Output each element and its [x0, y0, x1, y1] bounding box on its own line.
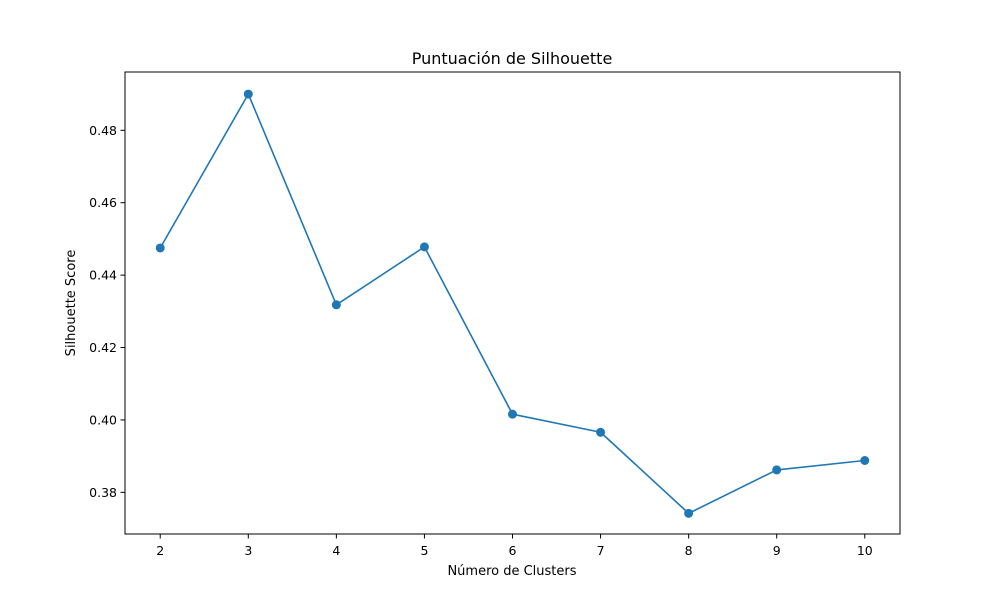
data-point: [596, 427, 606, 437]
x-tick-label: 8: [685, 543, 693, 558]
data-point: [508, 409, 517, 419]
y-tick-label: 0.48: [89, 123, 117, 138]
data-point: [331, 300, 341, 310]
y-tick-label: 0.38: [89, 485, 117, 500]
data-point: [155, 243, 165, 253]
x-tick-label: 9: [773, 543, 781, 558]
y-tick-label: 0.44: [89, 268, 117, 283]
x-tick-label: 5: [420, 543, 428, 558]
data-point: [772, 465, 782, 475]
chart-title: Puntuación de Silhouette: [412, 49, 613, 68]
x-tick-label: 7: [597, 543, 605, 558]
y-tick-label: 0.42: [89, 340, 117, 355]
data-point: [684, 508, 694, 518]
data-point: [860, 456, 870, 465]
x-tick-label: 6: [509, 543, 517, 558]
data-points: [155, 89, 870, 518]
data-point: [243, 89, 253, 99]
x-tick-label: 4: [332, 543, 340, 558]
x-tick-label: 2: [156, 543, 164, 558]
x-tick-label: 10: [857, 543, 873, 558]
y-axis: 0.38 0.40 0.42 0.44 0.46 0.48: [89, 123, 125, 500]
x-axis: 2 3 4 5 6 7 8 9 10: [156, 534, 873, 558]
y-tick-label: 0.40: [89, 412, 117, 427]
data-point: [419, 242, 429, 252]
plot-area-frame: [124, 71, 901, 535]
x-axis-label: Número de Clusters: [447, 564, 576, 579]
series-line: [159, 93, 865, 515]
x-tick-label: 3: [244, 543, 252, 558]
y-axis-label: Silhouette Score: [64, 250, 79, 357]
y-tick-label: 0.46: [89, 195, 117, 210]
